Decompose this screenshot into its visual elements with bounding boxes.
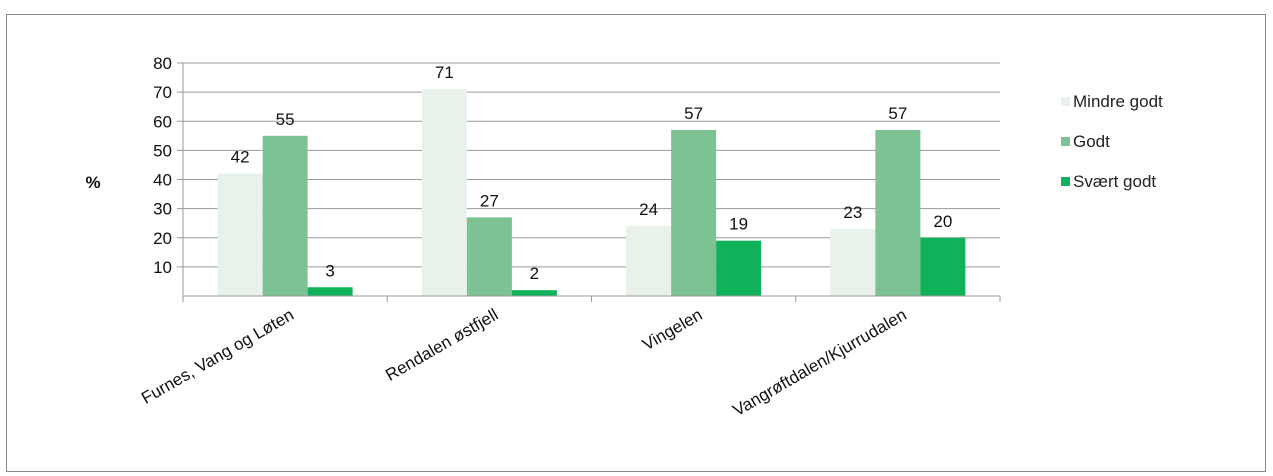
bar <box>920 237 966 296</box>
bar <box>466 217 512 296</box>
data-label: 19 <box>729 215 748 234</box>
data-label: 2 <box>530 264 539 283</box>
bar <box>671 129 717 296</box>
legend-label: Mindre godt <box>1073 92 1163 111</box>
bars <box>217 89 966 297</box>
legend-swatch <box>1061 177 1070 186</box>
data-label: 55 <box>276 110 295 129</box>
bar <box>511 290 557 296</box>
y-tick-label: 50 <box>153 141 172 160</box>
bar <box>875 129 921 296</box>
y-tick-label: 80 <box>153 54 172 73</box>
bar <box>626 226 672 296</box>
bar <box>716 240 762 296</box>
bar <box>262 135 308 296</box>
data-label: 71 <box>435 63 454 82</box>
y-tick-label: 60 <box>153 112 172 131</box>
bar <box>421 89 467 297</box>
y-tick-label: 40 <box>153 171 172 190</box>
bar <box>217 173 263 296</box>
legend: Mindre godt Godt Svært godt <box>1061 92 1163 191</box>
y-tick-label: 70 <box>153 83 172 102</box>
data-label: 57 <box>684 104 703 123</box>
data-label: 20 <box>933 212 952 231</box>
bar <box>830 229 876 296</box>
chart-frame <box>6 14 1266 472</box>
category-label: Furnes, Vang og Løten <box>138 305 297 408</box>
bar <box>307 287 353 296</box>
category-label: Vangrøftdalen/Kjurrudalen <box>730 305 910 420</box>
y-tick-label: 20 <box>153 229 172 248</box>
y-tick-label: 30 <box>153 200 172 219</box>
category-label: Rendalen østfjell <box>382 305 501 385</box>
y-axis-label: % <box>85 173 100 192</box>
legend-label: Godt <box>1073 132 1110 151</box>
data-label: 24 <box>639 200 658 219</box>
data-label: 23 <box>843 203 862 222</box>
data-label: 57 <box>888 104 907 123</box>
data-label: 42 <box>231 148 250 167</box>
legend-swatch <box>1061 137 1070 146</box>
y-tick-label: 10 <box>153 258 172 277</box>
data-labels: 42 55 3 71 27 2 24 57 19 23 57 20 <box>231 63 953 283</box>
legend-swatch <box>1061 97 1070 106</box>
category-label: Vingelen <box>639 305 706 354</box>
data-label: 27 <box>480 191 499 210</box>
data-label: 3 <box>325 261 334 280</box>
legend-label: Svært godt <box>1073 172 1156 191</box>
